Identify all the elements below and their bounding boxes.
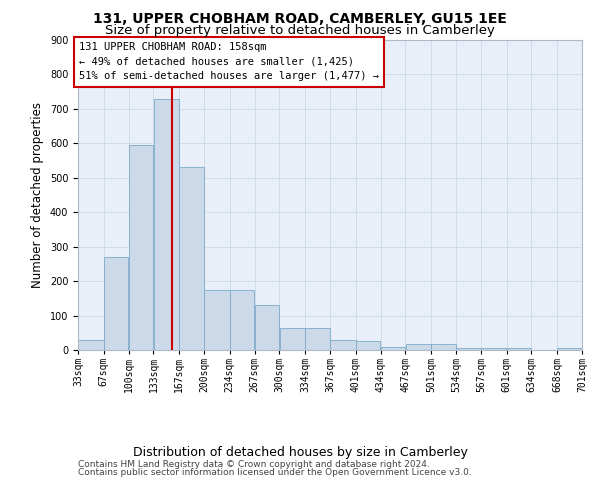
Bar bbox=[280, 328, 305, 350]
Bar bbox=[506, 348, 532, 350]
Bar bbox=[456, 348, 481, 350]
Bar bbox=[356, 342, 380, 350]
Text: Contains public sector information licensed under the Open Government Licence v3: Contains public sector information licen… bbox=[78, 468, 472, 477]
Text: Distribution of detached houses by size in Camberley: Distribution of detached houses by size … bbox=[133, 446, 467, 459]
Bar bbox=[380, 346, 406, 350]
Bar bbox=[431, 344, 456, 350]
Bar bbox=[330, 340, 356, 350]
Text: Contains HM Land Registry data © Crown copyright and database right 2024.: Contains HM Land Registry data © Crown c… bbox=[78, 460, 430, 469]
Text: Size of property relative to detached houses in Camberley: Size of property relative to detached ho… bbox=[105, 24, 495, 37]
Bar bbox=[305, 328, 330, 350]
Bar bbox=[406, 344, 431, 350]
Bar bbox=[557, 348, 582, 350]
Bar bbox=[128, 145, 154, 350]
Text: 131, UPPER CHOBHAM ROAD, CAMBERLEY, GU15 1EE: 131, UPPER CHOBHAM ROAD, CAMBERLEY, GU15… bbox=[93, 12, 507, 26]
Bar bbox=[104, 257, 128, 350]
Bar bbox=[78, 340, 104, 350]
Y-axis label: Number of detached properties: Number of detached properties bbox=[31, 102, 44, 288]
Bar bbox=[204, 290, 230, 350]
Bar bbox=[230, 290, 254, 350]
Bar bbox=[179, 168, 204, 350]
Bar bbox=[154, 98, 179, 350]
Bar bbox=[254, 305, 280, 350]
Bar bbox=[481, 348, 506, 350]
Text: 131 UPPER CHOBHAM ROAD: 158sqm
← 49% of detached houses are smaller (1,425)
51% : 131 UPPER CHOBHAM ROAD: 158sqm ← 49% of … bbox=[79, 42, 379, 82]
